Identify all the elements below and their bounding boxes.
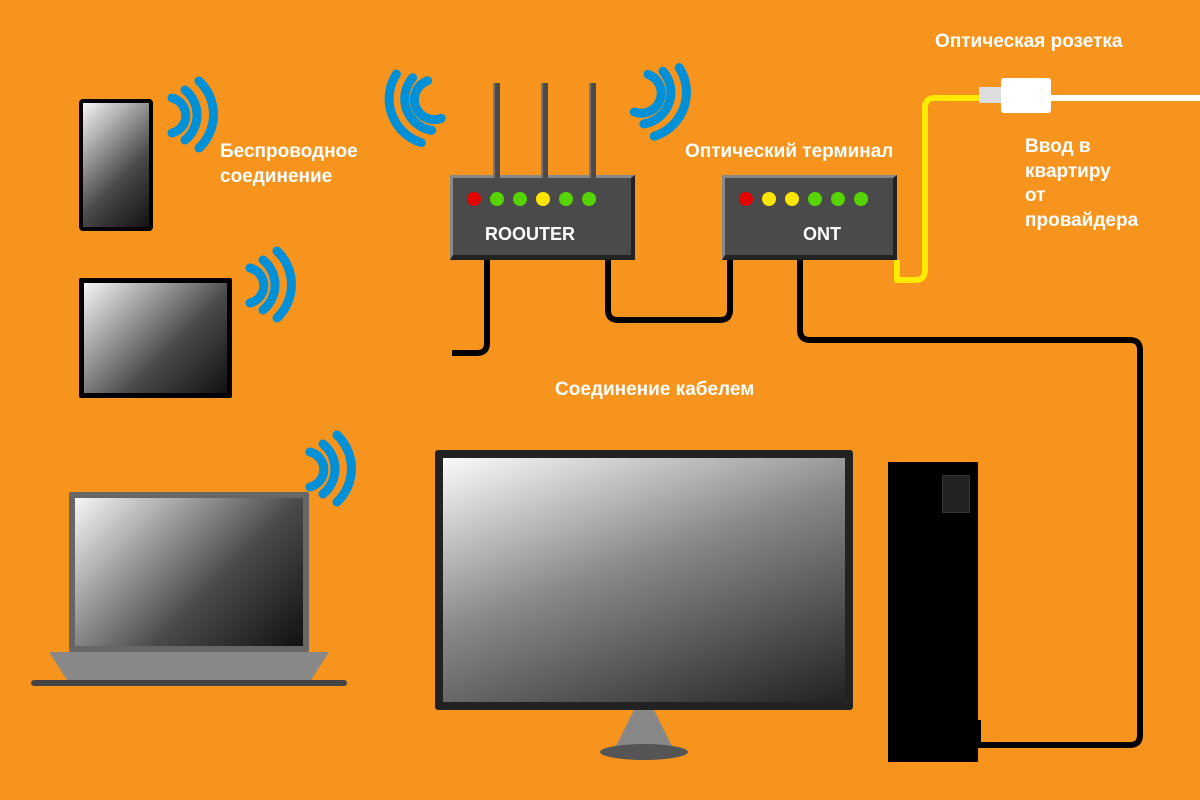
label-wireless: Беспроводное соединение (220, 140, 358, 189)
wifi-icon (610, 50, 710, 150)
router-label: ROOUTER (485, 224, 575, 245)
optical-socket (1001, 78, 1051, 113)
ont-label: ONT (803, 224, 841, 245)
pc-tower-device (888, 462, 978, 762)
phone-device (79, 99, 153, 231)
label-optical-socket: Оптическая розетка (935, 30, 1122, 55)
monitor-stand (600, 710, 688, 760)
tablet-device (79, 278, 232, 398)
label-optical-terminal: Оптический терминал (685, 140, 893, 165)
monitor-device (435, 450, 853, 710)
label-cable-connection: Соединение кабелем (555, 378, 754, 403)
router-leds (467, 192, 596, 206)
ont-leds (739, 192, 868, 206)
wifi-icon (230, 238, 320, 328)
router-device: ROOUTER (450, 175, 635, 260)
wifi-icon (375, 53, 475, 153)
label-provider-input: Ввод в квартиру от провайдера (1025, 135, 1138, 234)
ont-device: ONT (722, 175, 897, 260)
laptop-device (49, 492, 329, 687)
